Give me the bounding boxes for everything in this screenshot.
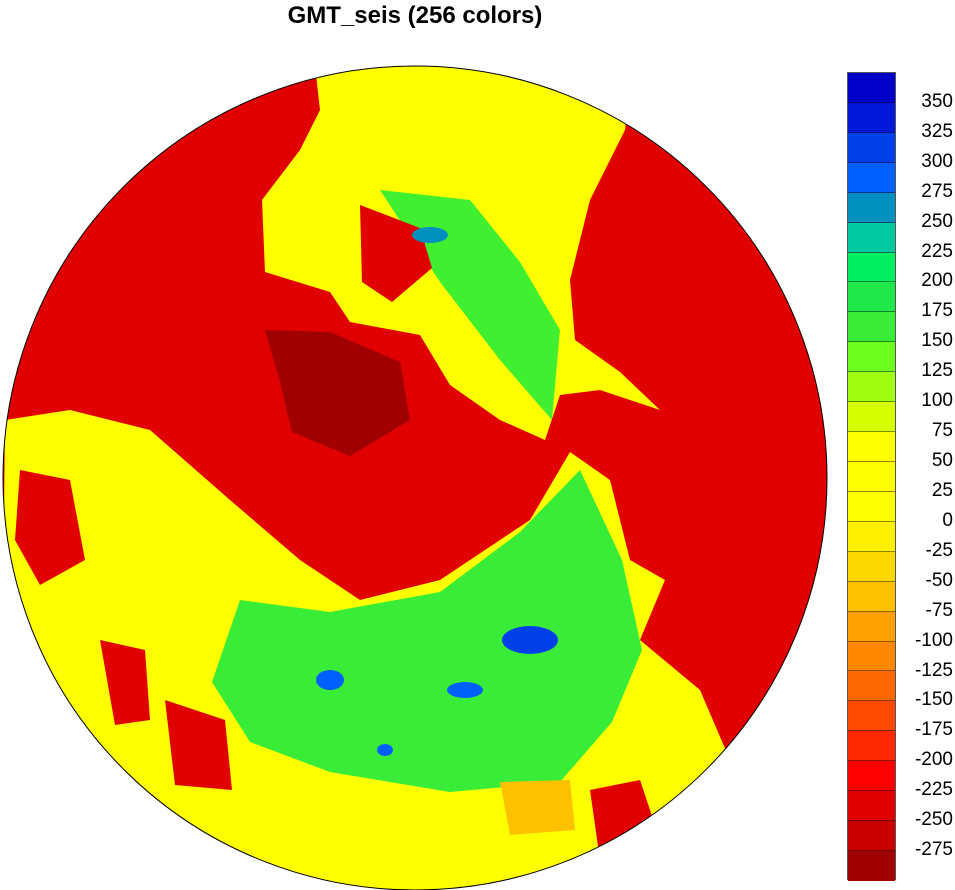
- blue-spot-1: [502, 626, 558, 654]
- colorbar-box: [848, 611, 895, 642]
- colorbar-tick-label: 125: [921, 360, 953, 382]
- colorbar-box: [848, 432, 895, 462]
- colorbar-tick-label: 0: [942, 509, 953, 531]
- red-patch-1: [15, 470, 85, 585]
- colorbar-box: [848, 641, 895, 672]
- colorbar-tick-label: -225: [914, 779, 953, 801]
- colorbar-box: [848, 791, 895, 822]
- colorbar-tick-label: 50: [931, 450, 953, 472]
- colorbar-box: [848, 581, 895, 612]
- colorbar-box: [848, 282, 895, 313]
- red-patch-2: [100, 640, 150, 725]
- green-spot-top: [412, 227, 448, 243]
- blue-spot-2: [316, 670, 344, 690]
- colorbar-tick-label: 350: [921, 90, 953, 112]
- colorbar-box: [848, 132, 895, 163]
- colorbar-box: [848, 701, 895, 732]
- colorbar-box: [848, 551, 895, 582]
- colorbar-tick-label: -50: [925, 569, 953, 591]
- colorbar-box: [848, 731, 895, 762]
- hudson-bay: [360, 205, 432, 302]
- blue-spot-4: [377, 744, 393, 756]
- colorbar-box: [848, 73, 895, 103]
- colorbar-box: [848, 342, 895, 373]
- colorbar: [847, 72, 896, 881]
- map-boundary: [2, 65, 828, 890]
- plot-title: GMT_seis (256 colors): [287, 2, 543, 29]
- colorbar-tick-label: 100: [921, 390, 953, 412]
- colorbar-tick-label: -250: [914, 809, 953, 831]
- greenland-ice: [265, 330, 410, 456]
- colorbar-box: [848, 222, 895, 253]
- colorbar-tick-label: -200: [914, 749, 953, 771]
- colorbar-box: [848, 521, 895, 552]
- colorbar-box: [848, 850, 895, 881]
- colorbar-box: [848, 491, 895, 522]
- colorbar-tick-label: -100: [914, 629, 953, 651]
- colorbar-tick-label: -275: [914, 839, 953, 861]
- polar-map: [2, 65, 828, 890]
- colorbar-box: [848, 102, 895, 133]
- colorbar-tick-label: -25: [925, 539, 953, 561]
- colorbar-tick-label: 275: [921, 180, 953, 202]
- colorbar-tick-label: -175: [914, 719, 953, 741]
- colorbar-tick-label: 200: [921, 270, 953, 292]
- colorbar-box: [848, 162, 895, 193]
- colorbar-box: [848, 461, 895, 492]
- colorbar-tick-label: -150: [914, 689, 953, 711]
- colorbar-box: [848, 312, 895, 343]
- orange-patch: [500, 780, 575, 835]
- colorbar-box: [848, 372, 895, 403]
- red-patch-3: [165, 700, 232, 790]
- colorbar-tick-label: -125: [914, 659, 953, 681]
- colorbar-tick-label: 300: [921, 150, 953, 172]
- colorbar-tick-label: 175: [921, 300, 953, 322]
- colorbar-tick-label: 325: [921, 120, 953, 142]
- colorbar-box: [848, 252, 895, 283]
- colorbar-tick-label: 225: [921, 240, 953, 262]
- eurasia-high: [212, 470, 642, 792]
- colorbar-box: [848, 192, 895, 223]
- colorbar-box: [848, 402, 895, 433]
- colorbar-tick-label: 25: [931, 479, 953, 501]
- colorbar-box: [848, 761, 895, 792]
- colorbar-tick-label: 150: [921, 330, 953, 352]
- colorbar-tick-label: 75: [931, 420, 953, 442]
- colorbar-tick-label: -75: [925, 599, 953, 621]
- colorbar-box: [848, 821, 895, 851]
- blue-spot-3: [447, 682, 483, 698]
- colorbar-box: [848, 671, 895, 702]
- colorbar-tick-label: 250: [921, 210, 953, 232]
